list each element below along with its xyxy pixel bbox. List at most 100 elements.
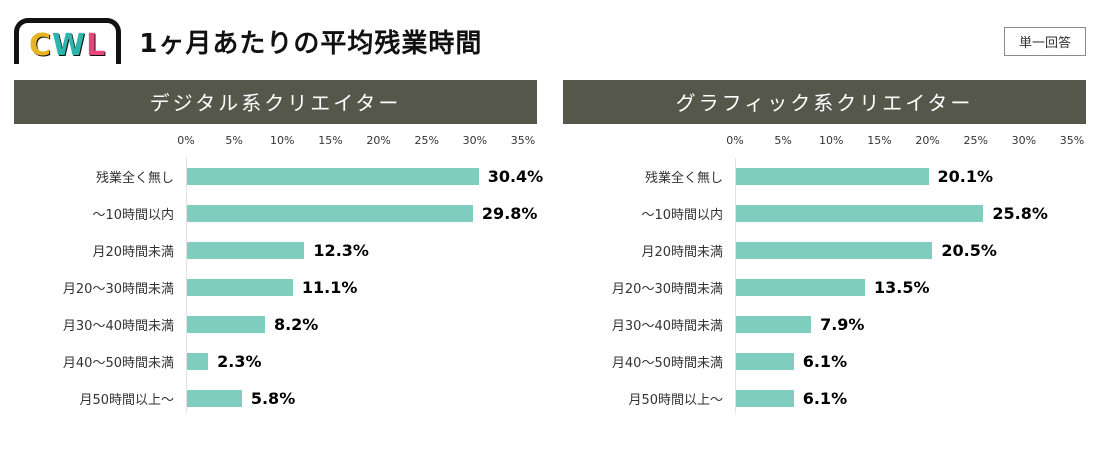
axis-tick-label: 25% bbox=[963, 134, 988, 147]
category-label: 〜10時間以内 bbox=[92, 208, 174, 223]
category-label: 月40〜50時間未満 bbox=[611, 356, 723, 371]
chart-title-graphic: グラフィック系クリエイター bbox=[563, 80, 1086, 124]
value-label: 20.1% bbox=[937, 167, 994, 186]
value-label: 30.4% bbox=[487, 167, 544, 186]
value-label: 2.3% bbox=[217, 352, 262, 371]
bar-track: 29.8% bbox=[186, 204, 537, 223]
bar bbox=[186, 168, 479, 185]
category-label: 月20時間未満 bbox=[641, 245, 723, 260]
bar-track: 5.8% bbox=[186, 389, 523, 408]
category-label: 月20〜30時間未満 bbox=[62, 282, 174, 297]
axis-tick-label: 10% bbox=[270, 134, 295, 147]
chart-panel-digital: デジタル系クリエイター 0% 5% 10% 15% 20% 25% 30% 35% 残業全く無し… bbox=[14, 80, 543, 417]
chart-row: 月40〜50時間未満 6.1% bbox=[563, 343, 1072, 380]
chart-row: 〜10時間以内 25.8% bbox=[563, 195, 1072, 232]
category-label: 月50時間以上〜 bbox=[79, 393, 174, 408]
bar-track: 20.1% bbox=[735, 167, 1072, 186]
axis-tick-label: 35% bbox=[1059, 134, 1085, 147]
chart-row: 月20〜30時間未満 11.1% bbox=[14, 269, 523, 306]
chart-row: 〜10時間以内 29.8% bbox=[14, 195, 537, 232]
top-bar: C W L 1ヶ月あたりの平均残業時間 単一回答 bbox=[14, 12, 1086, 70]
value-label: 6.1% bbox=[802, 389, 848, 408]
bar bbox=[186, 205, 473, 222]
bar bbox=[735, 168, 929, 185]
value-label: 7.9% bbox=[820, 315, 865, 334]
axis-tick-label: 30% bbox=[462, 134, 488, 147]
value-label: 13.5% bbox=[873, 278, 930, 297]
bar-track: 8.2% bbox=[186, 315, 523, 334]
bar bbox=[186, 390, 242, 407]
axis-tick-label: 5% bbox=[774, 134, 792, 147]
value-label: 8.2% bbox=[273, 315, 319, 334]
zero-axis-line bbox=[735, 158, 736, 413]
axis-tick-row: 0% 5% 10% 15% 20% 25% 30% 35% bbox=[726, 134, 1084, 152]
value-label: 5.8% bbox=[250, 389, 296, 408]
axis-tick-label: 20% bbox=[915, 134, 940, 147]
axis-tick-label: 15% bbox=[867, 134, 892, 147]
axis-tick-label: 0% bbox=[726, 134, 744, 147]
bar bbox=[186, 353, 209, 370]
bar bbox=[735, 242, 933, 259]
category-label: 月30〜40時間未満 bbox=[611, 319, 723, 334]
chart-row: 月30〜40時間未満 8.2% bbox=[14, 306, 523, 343]
category-label: 残業全く無し bbox=[95, 171, 174, 186]
chart-row: 月50時間以上〜 5.8% bbox=[14, 380, 523, 417]
category-label: 月20〜30時間未満 bbox=[611, 282, 723, 297]
axis-tick-row: 0% 5% 10% 15% 20% 25% 30% 35% bbox=[177, 134, 535, 152]
bar bbox=[735, 205, 984, 222]
value-label: 6.1% bbox=[802, 352, 848, 371]
chart-row: 残業全く無し 20.1% bbox=[563, 158, 1072, 195]
bar bbox=[186, 316, 265, 333]
bar bbox=[186, 242, 305, 259]
bar-track: 2.3% bbox=[186, 352, 523, 371]
chart-rows: 残業全く無し 30.4% 〜10時間以内 29.8% 月20時間未満 12.3% 月20〜3… bbox=[14, 158, 543, 417]
chart-row: 月50時間以上〜 6.1% bbox=[563, 380, 1072, 417]
bar bbox=[735, 316, 812, 333]
chart-row: 月20時間未満 20.5% bbox=[563, 232, 1072, 269]
logo-letter-c: C bbox=[29, 27, 53, 63]
bar-track: 12.3% bbox=[186, 241, 523, 260]
bar bbox=[186, 279, 293, 296]
axis-tick-label: 10% bbox=[819, 134, 844, 147]
category-label: 月20時間未満 bbox=[92, 245, 174, 260]
category-label: 月30〜40時間未満 bbox=[62, 319, 174, 334]
bar-track: 20.5% bbox=[735, 241, 1072, 260]
chart-row: 残業全く無し 30.4% bbox=[14, 158, 543, 195]
value-label: 25.8% bbox=[992, 204, 1048, 223]
bar bbox=[735, 279, 865, 296]
chart-row: 月30〜40時間未満 7.9% bbox=[563, 306, 1072, 343]
value-label: 11.1% bbox=[301, 278, 358, 297]
axis-tick-label: 15% bbox=[318, 134, 343, 147]
value-label: 20.5% bbox=[941, 241, 997, 260]
axis-tick-label: 20% bbox=[366, 134, 391, 147]
value-label: 29.8% bbox=[481, 204, 538, 223]
value-label: 12.3% bbox=[313, 241, 369, 260]
axis-tick-label: 0% bbox=[177, 134, 195, 147]
cwl-logo: C W L bbox=[14, 18, 122, 64]
bar-track: 11.1% bbox=[186, 278, 523, 297]
bar-track: 30.4% bbox=[186, 167, 543, 186]
axis-tick-label: 25% bbox=[414, 134, 439, 147]
chart-panel-graphic: グラフィック系クリエイター 0% 5% 10% 15% 20% 25% 30% 35% 残業全く… bbox=[563, 80, 1086, 417]
page-title: 1ヶ月あたりの平均残業時間 bbox=[139, 28, 483, 59]
logo-letter-l: L bbox=[86, 27, 107, 63]
chart-title-digital: デジタル系クリエイター bbox=[14, 80, 537, 124]
bar-chart-graphic: 0% 5% 10% 15% 20% 25% 30% 35% 残業全く無し 20.1% 〜10時間以内… bbox=[563, 134, 1086, 417]
bar bbox=[735, 390, 794, 407]
bar-track: 6.1% bbox=[735, 352, 1072, 371]
bar bbox=[735, 353, 794, 370]
bar-chart-digital: 0% 5% 10% 15% 20% 25% 30% 35% 残業全く無し 30.4% 〜10時間以内… bbox=[14, 134, 543, 417]
chart-row: 月20〜30時間未満 13.5% bbox=[563, 269, 1072, 306]
bar-track: 13.5% bbox=[735, 278, 1072, 297]
chart-row: 月40〜50時間未満 2.3% bbox=[14, 343, 523, 380]
single-answer-badge: 単一回答 bbox=[1003, 26, 1086, 56]
chart-row: 月20時間未満 12.3% bbox=[14, 232, 523, 269]
axis-tick-label: 30% bbox=[1011, 134, 1037, 147]
category-label: 月50時間以上〜 bbox=[628, 393, 723, 408]
bar-track: 7.9% bbox=[735, 315, 1072, 334]
charts-container: デジタル系クリエイター 0% 5% 10% 15% 20% 25% 30% 35% 残業全く無し… bbox=[14, 80, 1086, 417]
category-label: 〜10時間以内 bbox=[641, 208, 723, 223]
zero-axis-line bbox=[186, 158, 187, 413]
bar-track: 25.8% bbox=[735, 204, 1072, 223]
